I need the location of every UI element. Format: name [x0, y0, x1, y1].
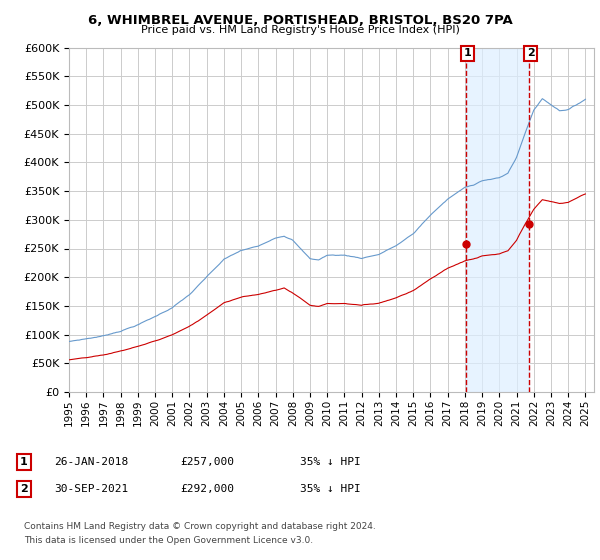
Text: Contains HM Land Registry data © Crown copyright and database right 2024.: Contains HM Land Registry data © Crown c… [24, 522, 376, 531]
Text: 1: 1 [464, 48, 472, 58]
Text: 1: 1 [20, 457, 28, 467]
Text: 35% ↓ HPI: 35% ↓ HPI [300, 484, 361, 494]
Text: 2: 2 [527, 48, 535, 58]
Text: Price paid vs. HM Land Registry's House Price Index (HPI): Price paid vs. HM Land Registry's House … [140, 25, 460, 35]
Text: 26-JAN-2018: 26-JAN-2018 [54, 457, 128, 467]
Text: 30-SEP-2021: 30-SEP-2021 [54, 484, 128, 494]
Text: 6, WHIMBREL AVENUE, PORTISHEAD, BRISTOL, BS20 7PA: 6, WHIMBREL AVENUE, PORTISHEAD, BRISTOL,… [88, 14, 512, 27]
Text: This data is licensed under the Open Government Licence v3.0.: This data is licensed under the Open Gov… [24, 536, 313, 545]
Text: 2: 2 [20, 484, 28, 494]
Bar [466, 48, 529, 392]
Text: £292,000: £292,000 [180, 484, 234, 494]
Text: 35% ↓ HPI: 35% ↓ HPI [300, 457, 361, 467]
Text: £257,000: £257,000 [180, 457, 234, 467]
